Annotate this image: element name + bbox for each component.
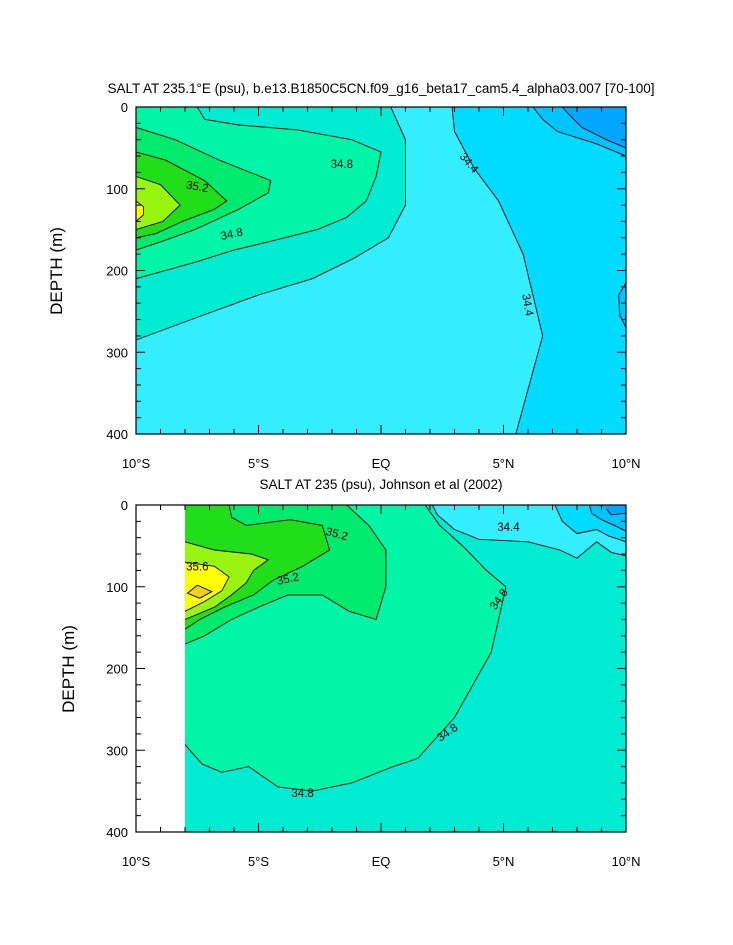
x-tick-label: EQ: [372, 854, 391, 869]
contour-label-text: 35.2: [276, 571, 300, 587]
y-tick-label: 200: [106, 264, 128, 279]
contour-line: [184, 561, 230, 612]
contour-line: [184, 541, 270, 620]
x-tick-label: 5°N: [493, 854, 515, 869]
contour-line: [532, 106, 627, 157]
panel-model-title: SALT AT 235.1°E (psu), b.e13.B1850C5CN.f…: [107, 81, 654, 96]
panel-obs-ylabel: DEPTH (m): [59, 625, 78, 713]
contour-label-text: 34.4: [497, 522, 520, 534]
contour-line: [184, 504, 507, 792]
panel-model-contours: [135, 106, 627, 435]
y-tick-label: 400: [106, 427, 128, 442]
contour-label-text: 34.8: [291, 788, 313, 800]
x-tick-label: 10°S: [122, 854, 151, 869]
contour-line: [618, 282, 627, 328]
contour-line: [186, 584, 213, 599]
contour-label-text: 34.8: [331, 159, 353, 171]
panel-obs: SALT AT 235 (psu), Johnson et al (2002) …: [59, 477, 641, 869]
contour-line: [135, 106, 382, 280]
y-tick-label: 200: [106, 662, 128, 677]
y-tick-label: 300: [106, 345, 128, 360]
panel-model-axes: 0 100 200 300 400 10°S 5°S EQ 5°N 10°N: [106, 100, 640, 471]
contour-line: [431, 504, 627, 559]
contour-line: [135, 176, 181, 231]
contour-line: [184, 504, 387, 645]
x-tick-label: 10°N: [611, 456, 640, 471]
panel-obs-axes: 0 100 200 300 400 10°S 5°S EQ 5°N 10°N: [106, 498, 640, 869]
x-tick-label: EQ: [372, 456, 391, 471]
y-tick-label: 0: [121, 498, 128, 513]
contour-label: 34.8: [331, 159, 353, 171]
contour-line: [135, 151, 228, 239]
contour-label: 34.8: [220, 226, 244, 242]
contour-line: [606, 508, 627, 516]
contour-label: 35.2: [185, 179, 209, 195]
y-tick-label: 100: [106, 580, 128, 595]
x-tick-label: 5°S: [248, 854, 269, 869]
contour-label-text: 35.2: [185, 179, 209, 195]
x-tick-label: 10°N: [611, 854, 640, 869]
salinity-region: [594, 505, 626, 515]
contour-label: 35.2: [324, 526, 349, 543]
contour-line: [451, 106, 544, 435]
x-tick-label: 10°S: [122, 456, 151, 471]
salinity-region: [452, 107, 626, 434]
contour-line: [554, 504, 627, 543]
x-tick-label: 5°N: [493, 456, 515, 471]
x-tick-label: 5°S: [248, 456, 269, 471]
y-tick-label: 400: [106, 825, 128, 840]
contour-label-text: 35.6: [186, 561, 208, 573]
y-tick-label: 300: [106, 743, 128, 758]
panel-model-fill: [136, 107, 626, 434]
panel-model: SALT AT 235.1°E (psu), b.e13.B1850C5CN.f…: [47, 81, 655, 471]
contour-label: 35.6: [186, 561, 208, 573]
contour-label: 35.2: [276, 571, 300, 587]
panel-obs-fill: [185, 505, 626, 832]
contour-line: [184, 504, 331, 630]
contour-line: [135, 200, 144, 222]
salinity-region: [136, 176, 181, 230]
contour-line: [135, 126, 272, 251]
salinity-region: [185, 562, 230, 612]
contour-label-text: 35.2: [324, 526, 349, 543]
panel-model-ylabel: DEPTH (m): [47, 227, 66, 315]
salinity-region: [562, 107, 626, 148]
contour-label-text: 34.8: [220, 226, 244, 242]
panel-obs-title: SALT AT 235 (psu), Johnson et al (2002): [260, 477, 503, 492]
y-tick-label: 0: [121, 100, 128, 115]
contour-line: [588, 504, 627, 532]
panel-obs-contours: [184, 504, 627, 792]
y-tick-label: 100: [106, 182, 128, 197]
contour-label: 34.4: [519, 293, 535, 318]
contour-line: [135, 106, 406, 341]
contour-label: 34.4: [497, 522, 520, 534]
contour-line: [561, 106, 627, 149]
contour-label: 34.8: [291, 788, 313, 800]
contour-label-text: 34.4: [519, 293, 535, 318]
